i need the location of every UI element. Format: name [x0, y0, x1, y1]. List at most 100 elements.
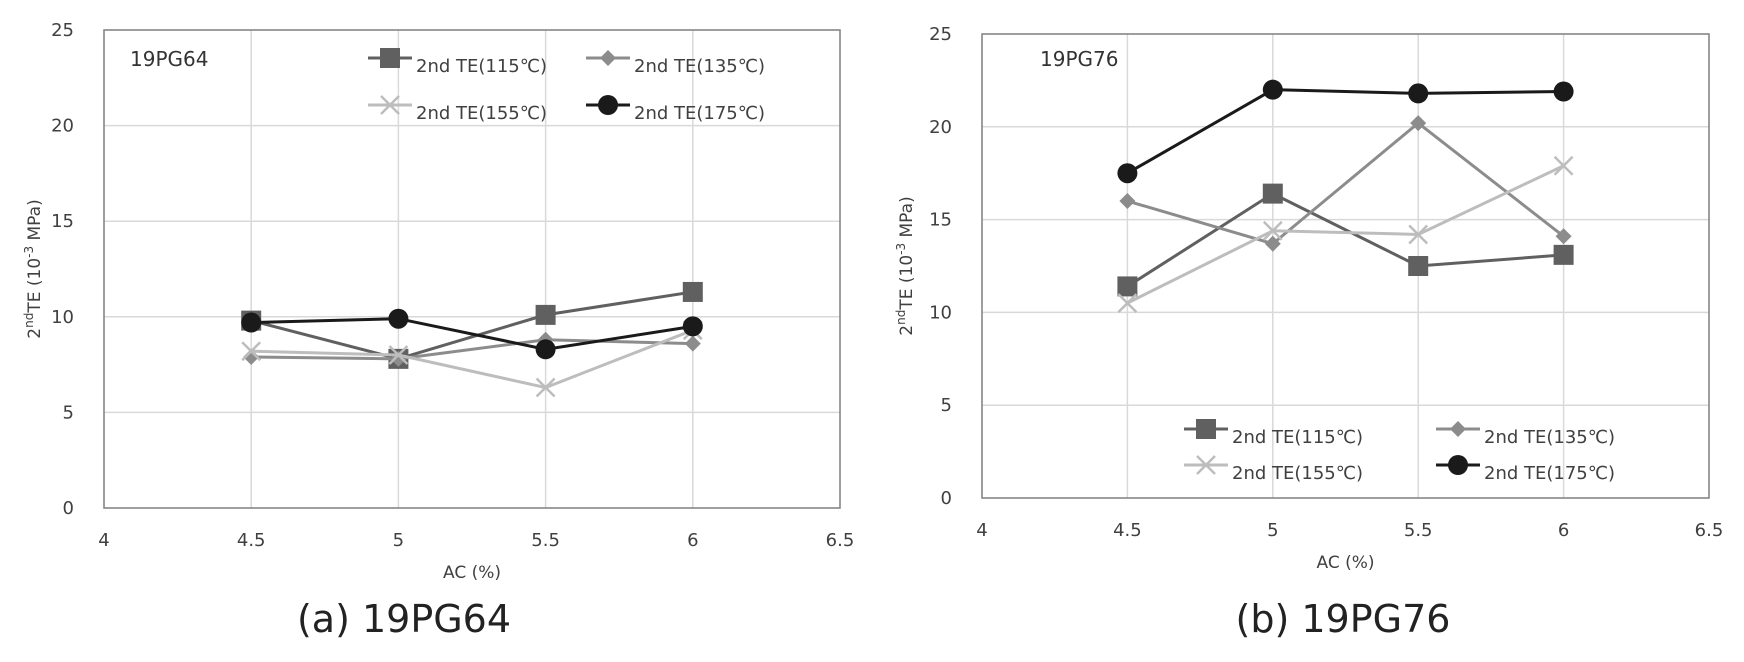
y-tick-label: 25: [929, 24, 952, 45]
y-axis-title: 2ndTE (10-3 MPa): [22, 199, 45, 338]
series-line: [1126, 121, 1565, 246]
legend-marker-circle: [1448, 455, 1468, 475]
chart-19pg76: 0 5 10 15 20 25 4 4.5 5 5.5 6 6.5 AC (%) 2ndTE (10-3 …: [894, 24, 1723, 641]
data-point-circle: [1117, 163, 1138, 184]
data-point-diamond: [1119, 193, 1136, 210]
x-tick-label: 5.5: [531, 530, 560, 551]
data-point-square: [1262, 183, 1283, 204]
x-tick-label: 6.5: [826, 530, 855, 551]
y-tick-label: 0: [63, 498, 74, 519]
data-point-square: [1117, 276, 1138, 297]
x-tick-label: 4.5: [237, 530, 266, 551]
data-point-x: [1117, 293, 1138, 314]
y-axis-title-part: MPa): [25, 199, 45, 246]
series-line: [1126, 88, 1564, 175]
legend-label: 2nd TE(175℃): [1484, 463, 1615, 484]
legend-marker-x: [1196, 455, 1216, 475]
legend-label: 2nd TE(155℃): [416, 103, 547, 124]
y-axis-title-part: MPa): [897, 196, 917, 243]
series-x: [241, 320, 703, 398]
y-tick-label: 15: [51, 211, 74, 232]
data-point-circle: [1553, 81, 1574, 102]
x-tick-label: 6.5: [1695, 520, 1724, 541]
data-point-circle: [388, 308, 409, 329]
y-axis-title-superscript: nd: [22, 313, 36, 328]
legend-label: 2nd TE(115℃): [416, 56, 547, 77]
legend-marker-circle: [598, 95, 618, 115]
y-tick-label: 0: [941, 488, 952, 509]
y-tick-label: 10: [929, 302, 952, 323]
legend-label: 2nd TE(115℃): [1232, 427, 1363, 448]
data-point-diamond: [243, 348, 260, 365]
legend-marker-diamond: [600, 50, 616, 66]
legend-marker-diamond: [1450, 421, 1466, 437]
chart-19pg64: 0 5 10 15 20 25 4 4.5 5 5.5 6 6.5 AC (%) 2ndTE (10-3 …: [22, 20, 854, 641]
legend-entry: 2nd TE(135℃): [586, 50, 765, 77]
data-point-circle: [682, 316, 703, 337]
legend-entry: 2nd TE(175℃): [1436, 455, 1615, 484]
data-point-x: [1408, 224, 1429, 245]
series-line: [251, 317, 694, 351]
data-point-square: [535, 304, 556, 325]
y-axis-title-superscript: -3: [894, 243, 908, 255]
series-x: [1117, 155, 1574, 314]
legend-marker-x: [380, 95, 400, 115]
y-axis-title-part: 2: [25, 328, 45, 339]
data-point-circle: [535, 339, 556, 360]
data-point-square: [682, 281, 703, 302]
x-tick-label: 5: [393, 530, 404, 551]
data-point-diamond: [684, 335, 701, 352]
y-axis-title-part: TE (10: [25, 258, 45, 314]
legend-entry: 2nd TE(175℃): [586, 95, 765, 124]
y-tick-label: 5: [941, 395, 952, 416]
series-line: [250, 290, 694, 361]
data-point-x: [1553, 155, 1574, 176]
y-tick-label: 5: [63, 402, 74, 423]
data-point-circle: [1408, 83, 1429, 104]
x-axis-title: AC (%): [1316, 553, 1374, 573]
data-point-x: [388, 345, 409, 365]
x-tick-label: 4: [976, 520, 987, 541]
data-point-circle: [241, 312, 262, 333]
data-point-square: [1553, 244, 1574, 265]
legend-marker-square: [380, 48, 400, 68]
series-square: [241, 281, 703, 369]
series-circle: [241, 308, 703, 360]
legend-entry: 2nd TE(155℃): [1184, 455, 1363, 484]
data-point-diamond: [1264, 235, 1281, 252]
legend-entry: 2nd TE(115℃): [368, 48, 547, 77]
data-point-circle: [1262, 79, 1283, 100]
x-tick-label: 6: [687, 530, 698, 551]
data-point-x: [535, 377, 556, 398]
x-tick-label: 5: [1267, 520, 1278, 541]
x-tick-label: 4: [98, 530, 109, 551]
y-axis-title-part: TE (10: [897, 255, 917, 311]
series-line: [1126, 191, 1564, 288]
y-axis-title: 2ndTE (10-3 MPa): [894, 196, 917, 335]
legend-entry: 2nd TE(115℃): [1184, 419, 1363, 448]
series-diamond: [1119, 115, 1572, 252]
plot-frame: [103, 29, 841, 509]
chart-inner-label: 19PG76: [1040, 47, 1118, 71]
y-tick-label: 20: [51, 116, 74, 137]
data-point-square: [1408, 256, 1429, 276]
plot-frame: [981, 33, 1710, 499]
y-tick-label: 20: [929, 117, 952, 138]
y-tick-label: 25: [51, 20, 74, 41]
legend-label: 2nd TE(135℃): [634, 56, 765, 77]
chart-inner-label: 19PG64: [130, 47, 208, 71]
legend-entry: 2nd TE(155℃): [368, 95, 547, 124]
x-tick-label: 6: [1558, 520, 1569, 541]
legend-label: 2nd TE(155℃): [1232, 463, 1363, 484]
legend-marker-square: [1196, 419, 1216, 439]
y-axis-title-superscript: nd: [894, 310, 908, 325]
x-tick-label: 4.5: [1113, 520, 1142, 541]
data-point-diamond: [1410, 115, 1427, 132]
series-line: [1126, 164, 1565, 305]
x-tick-label: 5.5: [1404, 520, 1433, 541]
figure-caption: (a) 19PG64: [297, 597, 511, 641]
y-axis-title-part: 2: [897, 325, 917, 336]
data-point-diamond: [1555, 228, 1572, 245]
y-axis-title-superscript: -3: [22, 246, 36, 258]
